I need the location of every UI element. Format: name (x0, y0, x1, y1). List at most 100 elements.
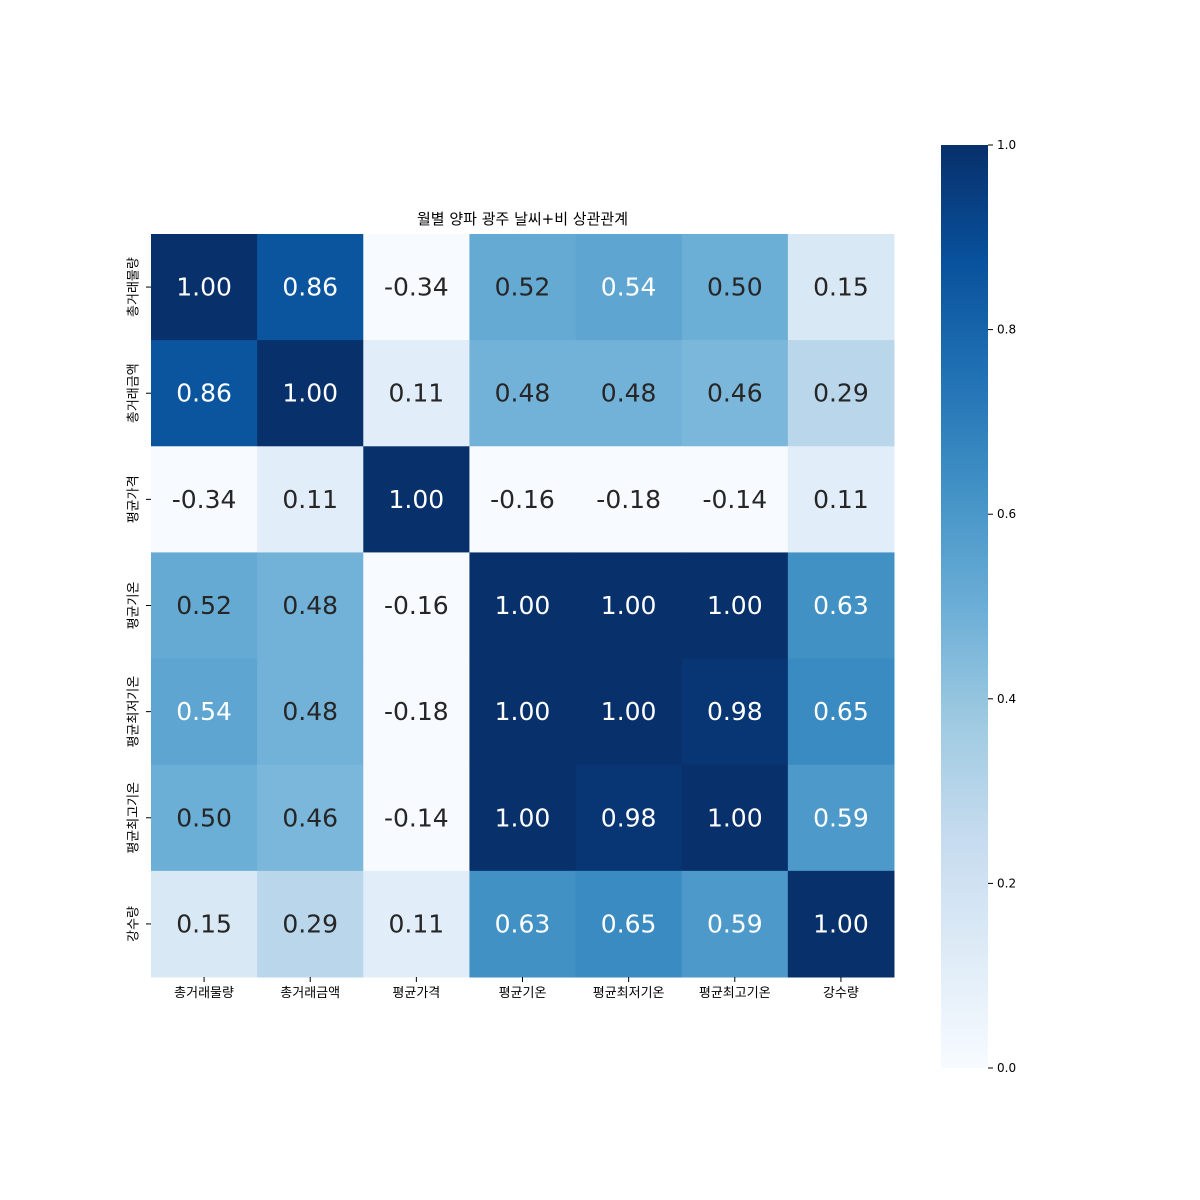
cell-value-label: 0.54 (176, 697, 232, 726)
y-tick-label: 평균최고기온 (127, 782, 142, 854)
heatmap-cell (363, 340, 470, 447)
x-tick-label: 평균최고기온 (699, 986, 771, 1001)
colorbar-tick-label: 0.8 (997, 323, 1016, 337)
heatmap-cell (469, 870, 577, 978)
heatmap-cell (151, 234, 258, 341)
heatmap-cell (575, 446, 683, 553)
heatmap-cell (575, 552, 683, 660)
cell-value-label: 0.63 (813, 591, 869, 620)
heatmap-cell (363, 658, 470, 766)
colorbar-tick-label: 0.0 (997, 1061, 1016, 1075)
heatmap-cell (151, 446, 258, 553)
colorbar-tick-label: 0.6 (997, 507, 1016, 521)
cell-value-label: 0.65 (601, 909, 657, 938)
cell-value-label: 1.00 (707, 591, 763, 620)
cell-value-label: 0.11 (813, 485, 869, 514)
heatmap-cell (787, 234, 895, 341)
cell-value-label: -0.14 (384, 803, 449, 832)
heatmap-cell (257, 870, 364, 978)
heatmap-cell (363, 764, 470, 872)
cell-value-label: 0.11 (389, 379, 445, 408)
heatmap-cell (363, 552, 470, 660)
x-tick-label: 총거래물량 (174, 986, 234, 1001)
colorbar-gradient (941, 145, 988, 1068)
heatmap-cell (681, 552, 789, 660)
heatmap-cell (787, 552, 895, 660)
cell-value-label: 0.63 (495, 909, 551, 938)
heatmap-cell (681, 446, 789, 553)
x-tick-label: 평균가격 (392, 986, 440, 1001)
cell-value-label: 0.29 (282, 909, 338, 938)
heatmap-cell (469, 764, 577, 872)
heatmap-cell (681, 658, 789, 766)
cell-value-label: 0.52 (176, 591, 232, 620)
cell-value-label: 1.00 (813, 909, 869, 938)
cell-value-label: 0.15 (813, 273, 869, 302)
heatmap-cell (257, 552, 364, 660)
cell-value-label: 1.00 (495, 697, 551, 726)
heatmap-cell (151, 870, 258, 978)
heatmap-cell (575, 658, 683, 766)
heatmap-cell (363, 870, 470, 978)
x-tick-label: 평균기온 (499, 986, 547, 1001)
heatmap-cell (575, 234, 683, 341)
cell-value-label: 1.00 (601, 697, 657, 726)
cell-value-label: 0.59 (707, 909, 763, 938)
heatmap-cell (469, 446, 577, 553)
cell-value-label: -0.18 (596, 485, 661, 514)
cell-value-label: 0.48 (495, 379, 551, 408)
cell-value-label: 0.48 (282, 697, 338, 726)
heatmap-cell (681, 340, 789, 447)
heatmap-cell (787, 340, 895, 447)
y-tick-label: 강수량 (127, 906, 142, 942)
cell-value-label: 1.00 (389, 485, 445, 514)
x-tick-label: 총거래금액 (280, 986, 340, 1001)
cell-value-label: 0.98 (707, 697, 763, 726)
cell-value-label: 0.11 (389, 909, 445, 938)
colorbar-tick-label: 0.4 (997, 692, 1016, 706)
heatmap-cell (787, 658, 895, 766)
heatmap-cell (681, 764, 789, 872)
cell-value-label: 0.59 (813, 803, 869, 832)
y-tick-label: 평균가격 (127, 475, 142, 523)
cell-value-label: 0.50 (176, 803, 232, 832)
heatmap-cell (363, 446, 470, 553)
heatmap-cell (257, 234, 364, 341)
y-tick-label: 총거래금액 (127, 363, 142, 423)
x-axis-ticks: 총거래물량 총거래금액 평균가격 평균기온 평균최저기온 평균최고기온 강수량 (174, 977, 859, 1001)
colorbar-tick-label: 1.0 (997, 138, 1016, 152)
cell-value-label: 0.46 (707, 379, 763, 408)
y-tick-label: 평균최저기온 (127, 676, 142, 748)
cell-value-label: 1.00 (282, 379, 338, 408)
heatmap-cells: 1.00 0.86 -0.34 0.52 0.54 0.50 0.15 0.86 1.00 0.1… (151, 234, 895, 978)
y-tick-label: 총거래물량 (127, 257, 142, 317)
heatmap-cell (151, 764, 258, 872)
cell-value-label: 0.52 (495, 273, 551, 302)
chart-title: 월별 양파 광주 날씨+비 상관관계 (417, 210, 628, 228)
heatmap-cell (469, 340, 577, 447)
heatmap-cell (151, 340, 258, 447)
cell-value-label: 1.00 (601, 591, 657, 620)
cell-value-label: 0.48 (282, 591, 338, 620)
colorbar: 0.0 0.2 0.4 0.6 0.8 1.0 (941, 138, 1016, 1075)
heatmap-cell (787, 764, 895, 872)
heatmap-cell (151, 658, 258, 766)
cell-value-label: 0.46 (282, 803, 338, 832)
cell-value-label: 0.65 (813, 697, 869, 726)
cell-value-label: -0.16 (384, 591, 449, 620)
heatmap-cell (151, 552, 258, 660)
heatmap-cell (575, 870, 683, 978)
x-tick-label: 평균최저기온 (593, 986, 665, 1001)
cell-value-label: -0.18 (384, 697, 449, 726)
heatmap-cell (257, 764, 364, 872)
heatmap-cell (257, 658, 364, 766)
y-tick-label: 평균기온 (127, 582, 142, 630)
cell-value-label: 1.00 (495, 803, 551, 832)
cell-value-label: 0.29 (813, 379, 869, 408)
cell-value-label: 0.54 (601, 273, 657, 302)
heatmap-cell (469, 234, 577, 341)
heatmap-cell (575, 764, 683, 872)
heatmap-cell (681, 870, 789, 978)
heatmap-cell (681, 234, 789, 341)
